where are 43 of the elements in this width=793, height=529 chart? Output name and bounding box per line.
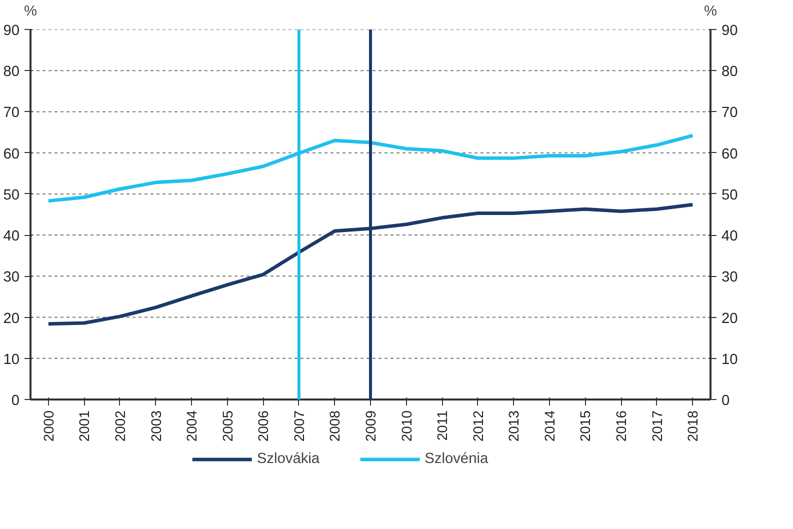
y-tick-label: 90: [3, 23, 20, 39]
x-tick-label: 2008: [326, 410, 343, 442]
x-tick-label: 2009: [362, 410, 378, 442]
x-tick-label: 2011: [434, 410, 450, 441]
y-tick-label: 60: [3, 146, 20, 162]
y-tick-label: 70: [3, 105, 20, 122]
x-tick-label: 2015: [577, 410, 594, 442]
x-tick-label: 2014: [541, 410, 558, 442]
x-tick-label: 2005: [219, 410, 236, 442]
y-tick-label: 80: [3, 64, 20, 80]
x-tick-label: 2007: [290, 410, 307, 442]
y2-axis-title: %: [704, 4, 718, 20]
legend-label: Szlovákia: [256, 451, 320, 467]
y-tick-label: 30: [3, 270, 20, 286]
x-tick-label: 2017: [648, 410, 665, 442]
y2-tick-label: 70: [722, 105, 738, 122]
y2-tick-label: 80: [722, 64, 738, 80]
x-tick-label: 2012: [470, 410, 486, 442]
y2-tick-label: 0: [722, 393, 730, 409]
x-tick-label: 2013: [506, 410, 522, 442]
x-tick-label: 2004: [184, 410, 200, 442]
y-tick-label: 10: [3, 352, 20, 368]
y2-tick-label: 60: [722, 146, 738, 162]
x-tick-label: 2006: [255, 410, 272, 442]
legend-label: Szlovénia: [424, 451, 488, 467]
x-tick-label: 2016: [613, 410, 630, 442]
y-tick-label: 50: [3, 187, 20, 204]
y2-tick-label: 90: [722, 23, 738, 39]
y2-tick-label: 50: [722, 187, 738, 204]
x-tick-label: 2001: [76, 410, 92, 442]
y-tick-label: 0: [11, 393, 20, 409]
y2-tick-label: 10: [722, 352, 738, 368]
x-tick-label: 2010: [398, 410, 414, 442]
x-tick-label: 2003: [148, 410, 164, 442]
x-tick-label: 2002: [112, 410, 128, 442]
x-tick-label: 2000: [40, 410, 56, 442]
x-tick-label: 2018: [684, 410, 701, 442]
y2-tick-label: 40: [722, 228, 738, 245]
y-tick-label: 40: [3, 228, 20, 245]
y-axis-title: %: [24, 4, 38, 20]
y2-tick-label: 20: [722, 310, 738, 327]
y2-tick-label: 30: [722, 270, 738, 286]
y-tick-label: 20: [3, 310, 20, 327]
